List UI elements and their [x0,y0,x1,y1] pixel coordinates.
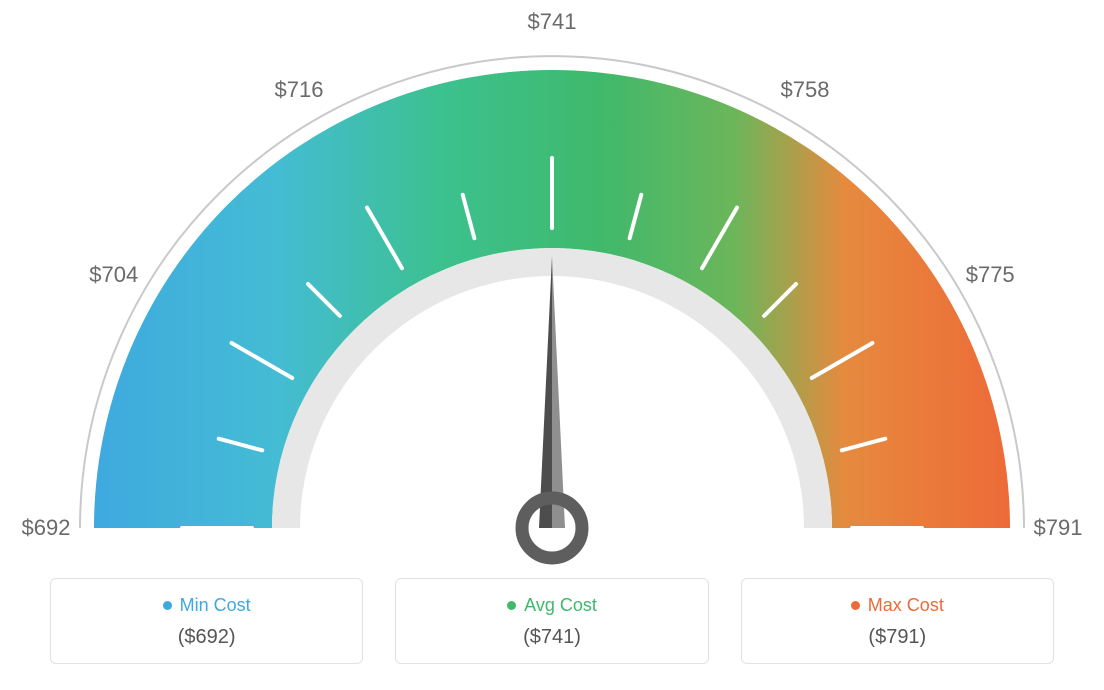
legend-title-avg: Avg Cost [507,595,597,616]
gauge-tick-label: $758 [781,77,830,103]
legend-value-avg: ($741) [406,626,697,649]
gauge-container: $692$704$716$741$758$775$791 [62,18,1042,578]
legend-card-min: Min Cost ($692) [50,578,363,664]
legend-value-min: ($692) [61,626,352,649]
gauge-svg [62,18,1042,578]
gauge-tick-label: $716 [275,77,324,103]
gauge-tick-label: $692 [22,515,71,541]
legend-label-max: Max Cost [868,595,944,616]
legend-row: Min Cost ($692) Avg Cost ($741) Max Cost… [0,578,1104,664]
legend-label-min: Min Cost [180,595,251,616]
gauge-tick-label: $704 [89,262,138,288]
legend-title-max: Max Cost [851,595,944,616]
legend-value-max: ($791) [752,626,1043,649]
legend-label-avg: Avg Cost [524,595,597,616]
legend-card-max: Max Cost ($791) [741,578,1054,664]
gauge-tick-label: $741 [528,9,577,35]
legend-dot-avg [507,601,516,610]
gauge-tick-label: $791 [1034,515,1083,541]
legend-dot-min [163,601,172,610]
legend-title-min: Min Cost [163,595,251,616]
gauge-tick-label: $775 [966,262,1015,288]
legend-card-avg: Avg Cost ($741) [395,578,708,664]
legend-dot-max [851,601,860,610]
